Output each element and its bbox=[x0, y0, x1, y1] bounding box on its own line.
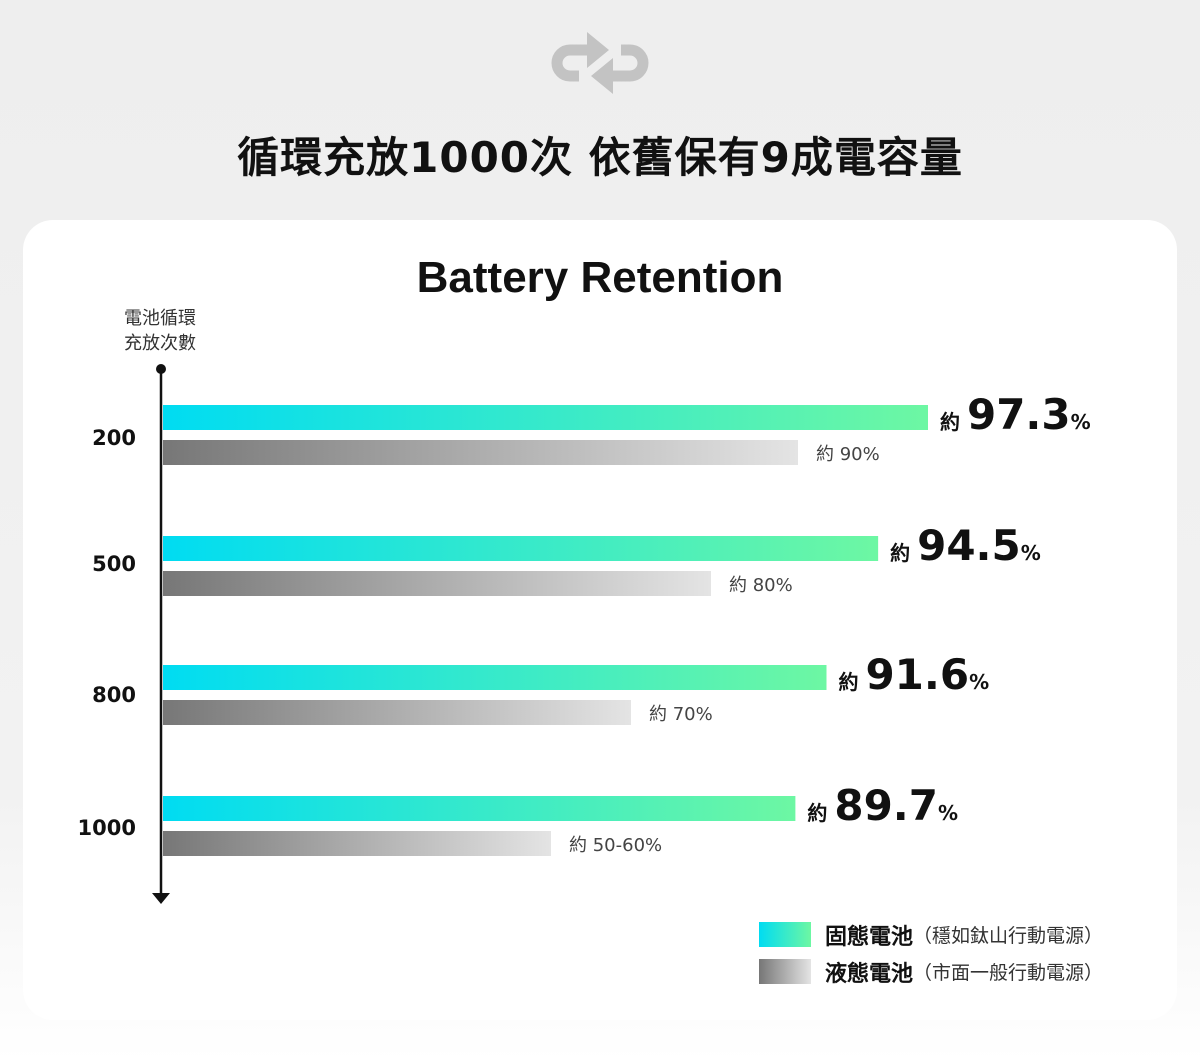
y-axis-label-line1: 電池循環 bbox=[124, 308, 196, 329]
chart-title: Battery Retention bbox=[416, 253, 784, 302]
data-label-liquid: 約 70% bbox=[649, 704, 713, 725]
legend: 固態電池 （穩如鈦山行動電源） 液態電池 （市面一般行動電源） bbox=[759, 922, 1103, 996]
data-label-solid: 約 89.7% bbox=[807, 781, 958, 830]
data-label-solid: 約 91.6% bbox=[838, 650, 989, 699]
bar-solid bbox=[163, 796, 796, 821]
bar-liquid bbox=[163, 831, 551, 856]
y-tick-label: 500 bbox=[92, 552, 136, 576]
y-axis bbox=[152, 364, 170, 904]
legend-item-solid: 固態電池 （穩如鈦山行動電源） bbox=[759, 922, 1104, 950]
legend-name-solid: 固態電池 bbox=[825, 924, 914, 950]
y-tick-label: 1000 bbox=[78, 816, 136, 840]
chart-card bbox=[23, 220, 1177, 1020]
y-axis-arrow bbox=[152, 893, 170, 904]
bar-solid bbox=[163, 536, 879, 561]
page-title: 循環充放1000次 依舊保有9成電容量 bbox=[237, 133, 963, 182]
cycle-arrows-icon bbox=[551, 32, 649, 94]
legend-name-liquid: 液態電池 bbox=[825, 961, 914, 987]
bar-liquid bbox=[163, 700, 631, 725]
legend-note-solid: （穩如鈦山行動電源） bbox=[913, 925, 1104, 947]
legend-note-liquid: （市面一般行動電源） bbox=[913, 962, 1104, 984]
bar-liquid bbox=[163, 440, 798, 465]
bar-solid bbox=[163, 665, 827, 690]
data-label-liquid: 約 90% bbox=[816, 444, 880, 465]
bar-liquid bbox=[163, 571, 711, 596]
data-label-solid: 約 94.5% bbox=[890, 521, 1041, 570]
y-axis-label-line2: 充放次數 bbox=[124, 333, 196, 354]
data-label-solid: 約 97.3% bbox=[940, 390, 1091, 439]
y-tick-label: 200 bbox=[92, 426, 136, 450]
data-label-liquid: 約 50-60% bbox=[569, 835, 662, 856]
y-axis-label: 電池循環 充放次數 bbox=[100, 306, 220, 356]
data-label-liquid: 約 80% bbox=[729, 575, 793, 596]
legend-item-liquid: 液態電池 （市面一般行動電源） bbox=[759, 959, 1104, 987]
legend-swatch-solid bbox=[759, 922, 811, 947]
legend-swatch-liquid bbox=[759, 959, 811, 984]
y-tick-label: 800 bbox=[92, 683, 136, 707]
bar-solid bbox=[163, 405, 928, 430]
